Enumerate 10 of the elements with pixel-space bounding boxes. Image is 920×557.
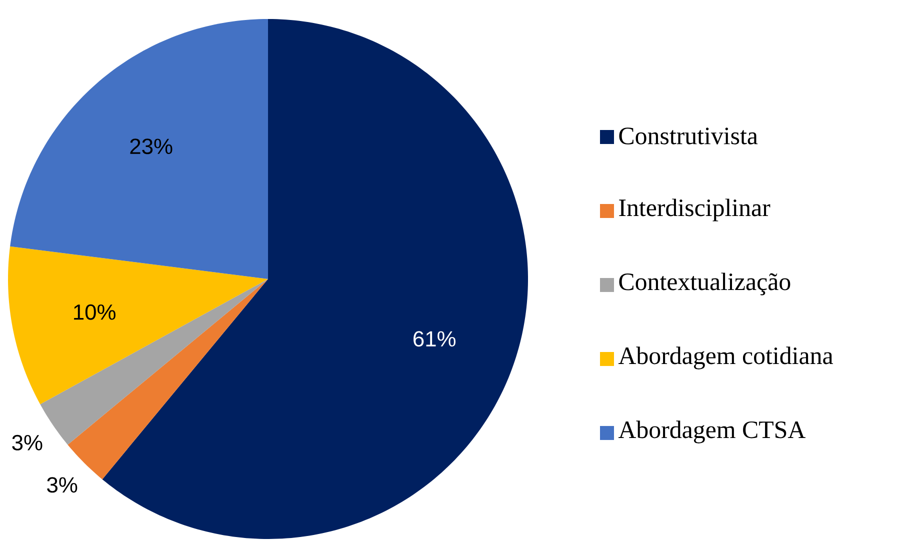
data-label: 10% bbox=[74, 304, 116, 320]
legend-label: Interdisciplinar bbox=[619, 198, 770, 222]
data-label: 3% bbox=[12, 434, 42, 450]
legend-label: Contextualização bbox=[619, 272, 790, 296]
legend-label: Abordagem cotidiana bbox=[618, 346, 833, 370]
legend-label: Abordagem CTSA bbox=[618, 420, 806, 444]
legend-label: Construtivista bbox=[619, 128, 758, 144]
data-label: 61% bbox=[414, 331, 456, 347]
data-label: 3% bbox=[47, 477, 78, 493]
data-label: 23% bbox=[130, 138, 172, 154]
